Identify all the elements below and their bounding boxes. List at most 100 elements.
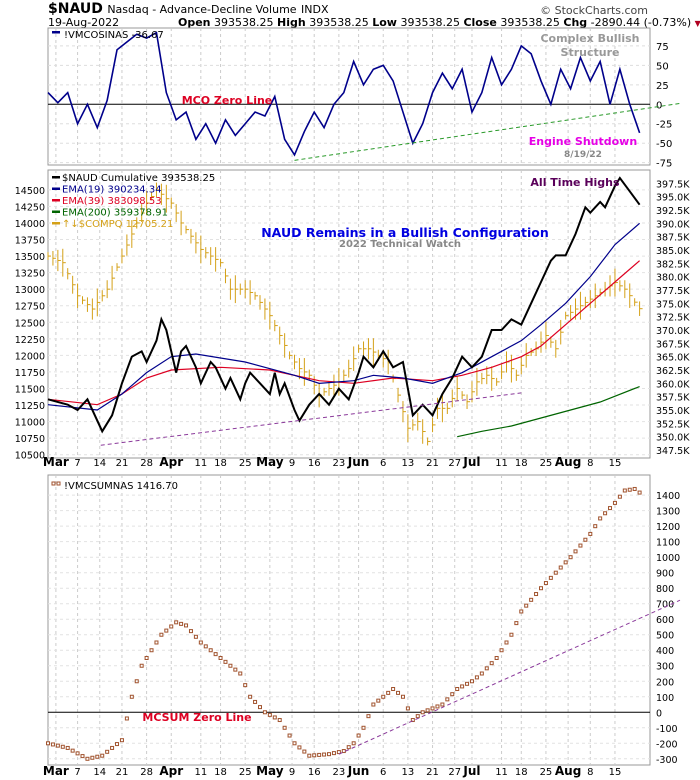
left-tick-label: 12750 <box>15 302 45 313</box>
y-tick-label: 100 <box>656 693 674 704</box>
legend-swatch <box>52 176 60 179</box>
mcsum-point <box>243 683 248 688</box>
mcsum-point <box>391 687 396 692</box>
mcsum-point <box>539 586 543 591</box>
mcsum-point <box>282 725 287 730</box>
annotation-bullish-configuration: NAUD Remains in a Bullish Configuration <box>261 225 549 240</box>
mcsum-point <box>583 537 588 542</box>
mcsum-point <box>228 663 233 668</box>
annotation-all-time-highs: All Time Highs <box>530 176 620 189</box>
x-tick-label: 28 <box>140 458 153 469</box>
mcsum-point <box>603 511 608 516</box>
mcsum-point <box>272 715 277 720</box>
mcsum-point <box>307 753 312 758</box>
mcsum-point <box>55 743 60 748</box>
mcsum-point <box>203 644 208 649</box>
low-value: 393538.25 <box>400 16 460 29</box>
mcsum-point <box>238 671 243 676</box>
exchange: INDX <box>301 3 329 16</box>
y-tick-label: 25 <box>656 81 669 92</box>
legend-swatch <box>56 481 61 486</box>
x-tick-label: 14 <box>93 458 106 469</box>
open-label: Open <box>178 16 211 29</box>
mcsum-point <box>489 661 494 666</box>
annotation-structure: Structure <box>561 46 620 59</box>
mcsum-point <box>119 738 124 743</box>
mcsum-point <box>573 549 578 554</box>
left-tick-label: 11000 <box>15 418 45 429</box>
y-tick-label: 400 <box>656 646 674 657</box>
x-tick-label: Aug <box>555 764 581 778</box>
legend-swatch <box>52 187 60 190</box>
x-tick-label: 21 <box>116 767 129 778</box>
open-value: 393538.25 <box>214 16 274 29</box>
middle-legend-entry: EMA(200) 359378.91 <box>62 208 168 219</box>
mcsum-point <box>346 745 351 750</box>
x-tick-label: 16 <box>308 458 321 469</box>
mcsum-point <box>509 632 514 637</box>
x-tick-label: 25 <box>540 458 553 469</box>
mcsum-point <box>184 623 189 628</box>
left-tick-label: 13000 <box>15 285 45 296</box>
x-tick-label: 25 <box>239 458 252 469</box>
y-tick-label: 1100 <box>656 538 680 549</box>
right-tick-label: 375.0K <box>656 299 690 310</box>
mcsum-point <box>327 752 332 757</box>
x-tick-label: 18 <box>515 458 528 469</box>
down-arrow-icon: ▼ <box>694 19 700 28</box>
chart-title: $NAUD Nasdaq - Advance-Decline Volume IN… <box>48 1 328 17</box>
naud-line <box>47 176 641 434</box>
mcsum-point <box>267 712 272 717</box>
mcsum-point <box>75 751 80 756</box>
mcsum-point <box>450 692 455 697</box>
mcsum-point <box>149 648 154 653</box>
left-tick-label: 12000 <box>15 351 45 362</box>
ema19-line <box>47 222 640 411</box>
mcsum-point <box>50 742 55 747</box>
mcsum-point <box>578 543 583 548</box>
mcsum-point <box>371 702 376 707</box>
mcsum-point <box>188 629 193 634</box>
left-tick-label: 10750 <box>15 434 45 445</box>
y-tick-label: 1300 <box>656 507 680 518</box>
right-tick-label: 352.5K <box>656 419 690 430</box>
mcsum-point <box>65 745 70 750</box>
mcsum-point <box>134 679 139 684</box>
x-tick-label: 25 <box>540 767 553 778</box>
middle-legend-entry: $NAUD Cumulative 393538.25 <box>62 173 215 184</box>
right-tick-label: 380.0K <box>656 273 690 284</box>
x-tick-label: Jun <box>347 764 370 778</box>
x-tick-label: 9 <box>289 458 295 469</box>
right-tick-label: 392.5K <box>656 206 690 217</box>
mcsum-point <box>154 640 159 645</box>
right-tick-label: 350.0K <box>656 433 690 444</box>
right-tick-label: 367.5K <box>656 339 690 350</box>
mcsum-point <box>341 749 346 754</box>
y-tick-label: 600 <box>656 615 674 626</box>
ema200-line <box>457 385 640 438</box>
left-tick-label: 11750 <box>15 368 45 379</box>
x-tick-label: 13 <box>402 458 415 469</box>
y-tick-label: -25 <box>656 120 672 131</box>
mcsum-point <box>248 694 253 699</box>
mco-legend: !VMCOSINAS -36.67 <box>64 30 164 41</box>
y-tick-label: 200 <box>656 677 674 688</box>
mcsum-point <box>415 714 420 719</box>
x-tick-label: 15 <box>609 458 622 469</box>
mcsum-point <box>317 752 322 757</box>
mcsum-point <box>262 710 267 715</box>
x-tick-label: Aug <box>555 455 581 469</box>
right-tick-label: 385.0K <box>656 246 690 257</box>
y-tick-label: -200 <box>656 739 678 750</box>
mcsum-point <box>336 750 341 755</box>
x-tick-label: May <box>256 764 284 778</box>
mcsum-point <box>514 621 519 626</box>
panel-frame-mid <box>47 169 651 459</box>
quote-bar: Open 393538.25 High 393538.25 Low 393538… <box>178 16 700 29</box>
y-tick-label: 300 <box>656 662 674 673</box>
y-tick-label: -50 <box>656 139 672 150</box>
close-value: 393538.25 <box>500 16 560 29</box>
x-tick-label: Mar <box>43 764 69 778</box>
right-tick-label: 347.5K <box>656 446 690 457</box>
mcsum-point <box>95 754 100 759</box>
